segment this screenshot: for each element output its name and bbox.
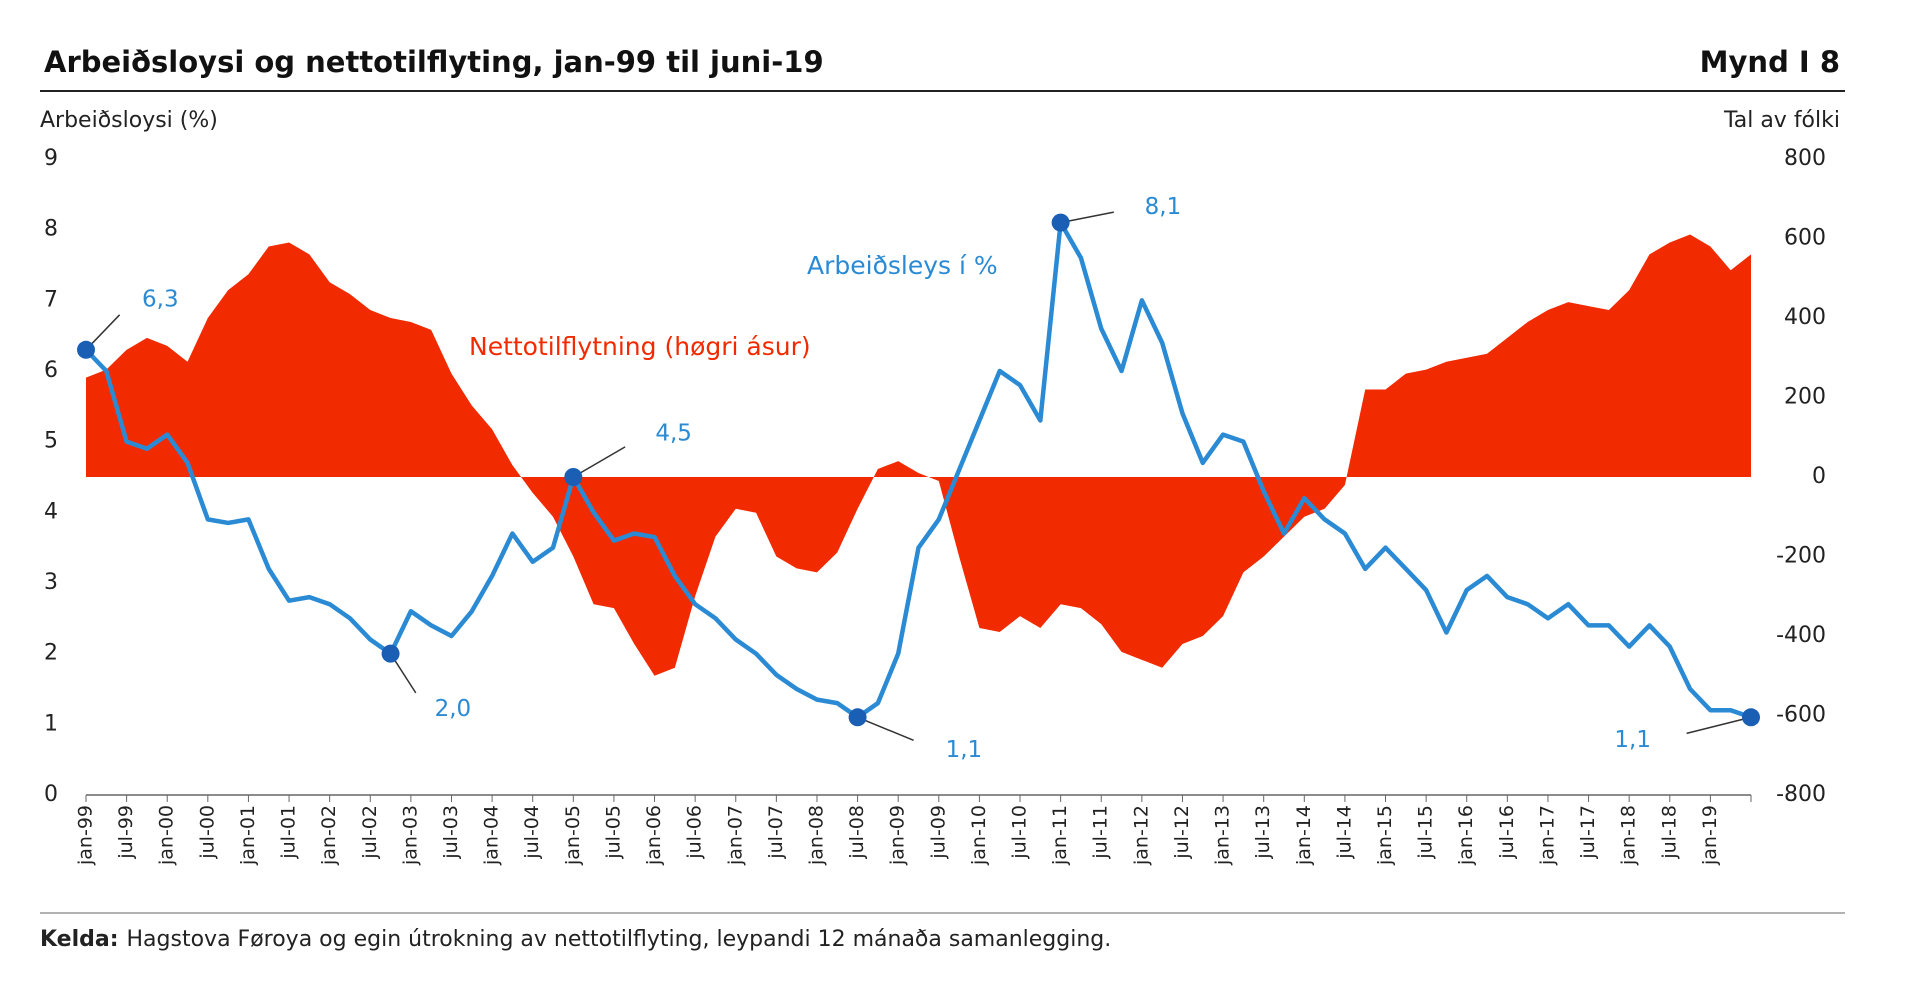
x-tick-label: jan-19 <box>1699 805 1721 866</box>
x-tick-label: jul-00 <box>196 805 218 860</box>
x-tick-label: jan-17 <box>1536 805 1558 866</box>
source-label: Kelda: <box>40 927 119 952</box>
point <box>848 708 867 727</box>
x-tick-label: jul-05 <box>602 805 624 860</box>
y2-axis-title: Tal av fólki <box>1723 108 1840 133</box>
y2-tick-label: 800 <box>1784 146 1826 171</box>
point <box>564 468 583 486</box>
leader-line <box>857 716 914 742</box>
x-tick-label: jan-11 <box>1049 805 1071 866</box>
point <box>1742 708 1760 727</box>
x-tick-label: jan-16 <box>1455 805 1477 866</box>
data-label: 4,5 <box>655 421 692 447</box>
x-tick-label: jul-09 <box>927 805 949 860</box>
figure-label: Mynd I 8 <box>1700 45 1840 79</box>
data-label: 6,3 <box>142 286 179 312</box>
leader-line <box>1686 716 1752 735</box>
y2-tick-label: -400 <box>1776 623 1826 648</box>
y-axis-title: Arbeiðsloysi (%) <box>40 108 218 133</box>
x-tick-label: jan-10 <box>968 805 990 866</box>
y-tick-label: 2 <box>44 641 58 666</box>
x-tick-label: jul-02 <box>359 805 381 860</box>
source: Kelda: Hagstova Føroya og egin útrokning … <box>40 927 1111 952</box>
x-tick-label: jan-02 <box>318 805 340 866</box>
leader-line <box>572 446 626 478</box>
y-tick-label: 1 <box>44 711 58 736</box>
x-tick-label: jan-03 <box>399 805 421 866</box>
x-tick-label: jan-15 <box>1374 805 1396 866</box>
chart-title: Arbeiðsloysi og nettotilflyting, jan-99 … <box>44 45 824 79</box>
x-tick-label: jan-99 <box>75 805 97 866</box>
x-tick-label: jan-18 <box>1618 805 1640 866</box>
data-label: 8,1 <box>1145 194 1182 220</box>
x-tick-label: jul-08 <box>846 805 868 860</box>
y-tick-label: 4 <box>44 499 58 524</box>
x-tick-label: jan-08 <box>805 805 827 866</box>
x-tick-label: jul-06 <box>684 805 706 860</box>
x-tick-label: jul-16 <box>1496 805 1518 860</box>
x-tick-label: jul-07 <box>765 805 787 860</box>
y-tick-label: 3 <box>44 570 58 595</box>
data-label: 1,1 <box>1614 727 1651 753</box>
series-label: Arbeiðsleys í % <box>807 251 998 280</box>
y2-tick-label: -600 <box>1776 703 1826 728</box>
x-tick-label: jul-13 <box>1252 805 1274 860</box>
x-tick-label: jan-05 <box>562 805 584 866</box>
x-tick-label: jan-04 <box>481 805 503 866</box>
x-tick-label: jul-18 <box>1658 805 1680 860</box>
y-tick-label: 0 <box>44 782 58 807</box>
y-tick-label: 7 <box>44 287 58 312</box>
point <box>1051 213 1070 232</box>
source-text: Hagstova Føroya og egin útrokning av net… <box>127 927 1112 952</box>
point <box>77 340 95 359</box>
x-tick-label: jan-09 <box>887 805 909 866</box>
x-tick-label: jan-01 <box>237 805 259 866</box>
y-tick-label: 6 <box>44 358 58 383</box>
series-label: Nettotilflytning (høgri ásur) <box>469 332 811 361</box>
x-tick-label: jul-04 <box>521 805 543 860</box>
data-label: 1,1 <box>946 737 983 763</box>
x-tick-label: jan-14 <box>1293 805 1315 866</box>
y-tick-label: 5 <box>44 429 58 454</box>
x-tick-label: jul-17 <box>1577 805 1599 860</box>
y2-tick-label: 0 <box>1812 464 1826 489</box>
x-tick-label: jul-12 <box>1171 805 1193 860</box>
x-tick-label: jan-12 <box>1130 805 1152 866</box>
x-tick-label: jan-07 <box>724 805 746 866</box>
y2-tick-label: 400 <box>1784 305 1826 330</box>
y2-tick-label: -200 <box>1776 544 1826 569</box>
area <box>86 234 1751 676</box>
y2-tick-label: -800 <box>1776 782 1826 807</box>
y2-tick-label: 600 <box>1784 226 1826 251</box>
data-label: 2,0 <box>435 696 472 722</box>
x-tick-label: jul-03 <box>440 805 462 860</box>
x-tick-label: jan-13 <box>1212 805 1234 866</box>
line <box>84 220 1752 720</box>
x-tick-label: jul-99 <box>115 805 137 860</box>
y-tick-label: 8 <box>44 217 58 242</box>
leader-line <box>1060 211 1114 224</box>
x-tick-label: jul-11 <box>1090 805 1112 860</box>
y-tick-label: 9 <box>44 146 58 171</box>
y2-tick-label: 200 <box>1784 385 1826 410</box>
x-tick-label: jan-00 <box>156 805 178 866</box>
x-tick-label: jul-01 <box>278 805 300 860</box>
x-tick-label: jan-06 <box>643 805 665 866</box>
x-tick-label: jul-14 <box>1333 805 1355 860</box>
x-tick-label: jul-15 <box>1415 805 1437 860</box>
x-tick-label: jul-10 <box>1009 805 1031 860</box>
point <box>381 644 400 663</box>
